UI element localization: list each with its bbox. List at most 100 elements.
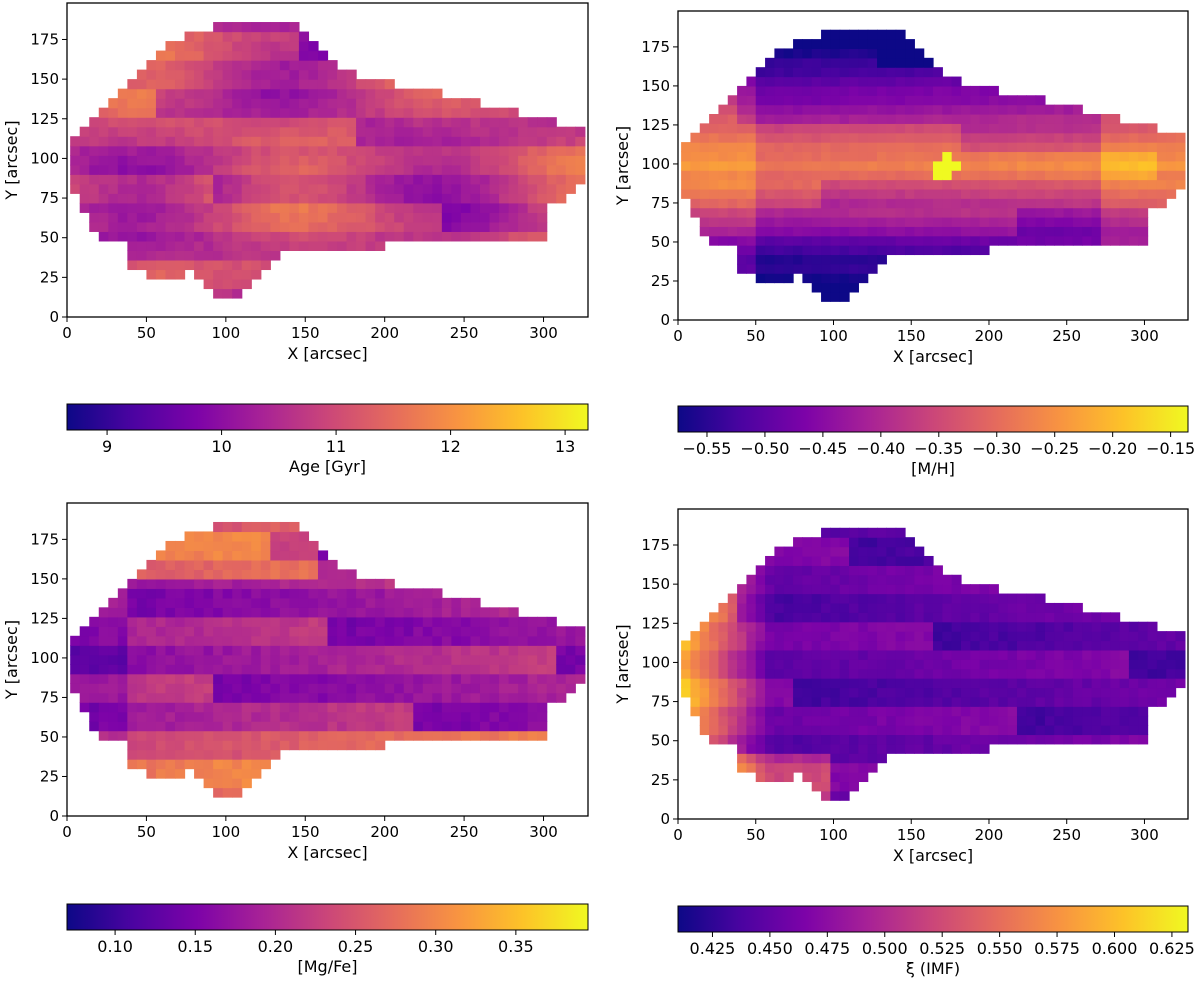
map-bin [337,136,348,147]
map-bin [988,207,999,218]
map-bin [1044,104,1055,115]
map-bin [127,597,138,608]
map-bin [1072,668,1083,679]
map-bin [527,231,538,242]
map-bin [830,151,841,162]
map-bin [886,593,897,604]
map-bin [136,221,148,232]
map-bin [155,673,167,684]
map-bin [783,715,794,726]
map-bin [165,550,176,561]
map-bin [849,696,859,707]
map-bin [70,673,81,684]
map-bin [403,183,414,194]
map-bin [289,164,300,175]
map-bin [565,635,576,646]
map-bin [1063,640,1074,651]
map-bin [821,291,831,302]
map-bin [839,95,850,106]
map-bin [1054,170,1065,181]
map-bin [877,235,887,246]
map-bin [765,687,775,698]
map-bin [117,183,128,194]
y-tick-label: 75 [40,688,59,706]
map-bin [184,749,195,760]
map-bin [394,107,405,118]
map-bin [470,221,481,232]
map-bin [755,104,766,115]
map-bin [403,588,414,599]
map-bin [1100,631,1111,642]
map-bin [1110,659,1121,670]
map-bin [1007,593,1018,604]
map-bin [375,721,386,732]
map-bin [802,640,813,651]
colorbar-tick-label: −0.20 [1088,439,1137,458]
map-bin [317,202,329,213]
map-bin [1054,188,1065,199]
map-bin [709,734,720,745]
map-bin [365,597,376,608]
map-bin [546,654,557,665]
map-bin [960,678,971,689]
map-bin [951,207,962,218]
map-bin [194,155,205,166]
map-bin [213,740,224,751]
map-bin [136,79,148,90]
map-bin [79,145,90,156]
map-bin [251,768,262,779]
map-bin [441,117,452,128]
map-bin [365,616,376,627]
map-bin [960,95,971,106]
map-bin [451,645,462,656]
map-bin [260,759,271,770]
map-bin [441,654,452,665]
map-bin [914,687,925,698]
map-bin [470,626,481,637]
map-bin [979,198,990,209]
map-bin [1016,602,1027,613]
map-bin [460,702,472,713]
map-bin [699,198,710,209]
map-bin [933,179,943,190]
map-bin [298,683,310,694]
map-bin [1016,659,1027,670]
map-bin [279,721,290,732]
map-bin [155,117,167,128]
map-bin [811,537,822,548]
map-bin [988,593,999,604]
map-bin [365,645,376,656]
map-bin [232,768,243,779]
metallicity-map-x-label: X [arcsec] [893,347,973,366]
map-bin [1138,696,1149,707]
map-bin [518,664,529,675]
map-bin [194,269,205,280]
map-bin [1082,631,1093,642]
map-bin [251,559,262,570]
map-bin [1044,179,1055,190]
map-bin [774,546,785,557]
map-bin [1082,179,1093,190]
map-bin [546,692,557,703]
map-bin [895,696,906,707]
map-bin [203,202,214,213]
map-bin [365,721,376,732]
map-bin [537,683,548,694]
map-bin [575,164,586,175]
map-bin [960,621,971,632]
map-bin [811,584,822,595]
map-bin [527,702,538,713]
map-bin [1063,734,1074,745]
map-bin [1007,715,1018,726]
map-bin [690,631,701,642]
map-bin [194,721,205,732]
map-bin [155,164,167,175]
map-bin [895,217,906,227]
map-bin [839,546,850,557]
map-bin [213,654,224,665]
map-bin [793,188,803,199]
x-tick-label: 50 [746,327,765,345]
map-bin [375,673,386,684]
map-bin [895,85,906,96]
map-bin [155,616,167,627]
